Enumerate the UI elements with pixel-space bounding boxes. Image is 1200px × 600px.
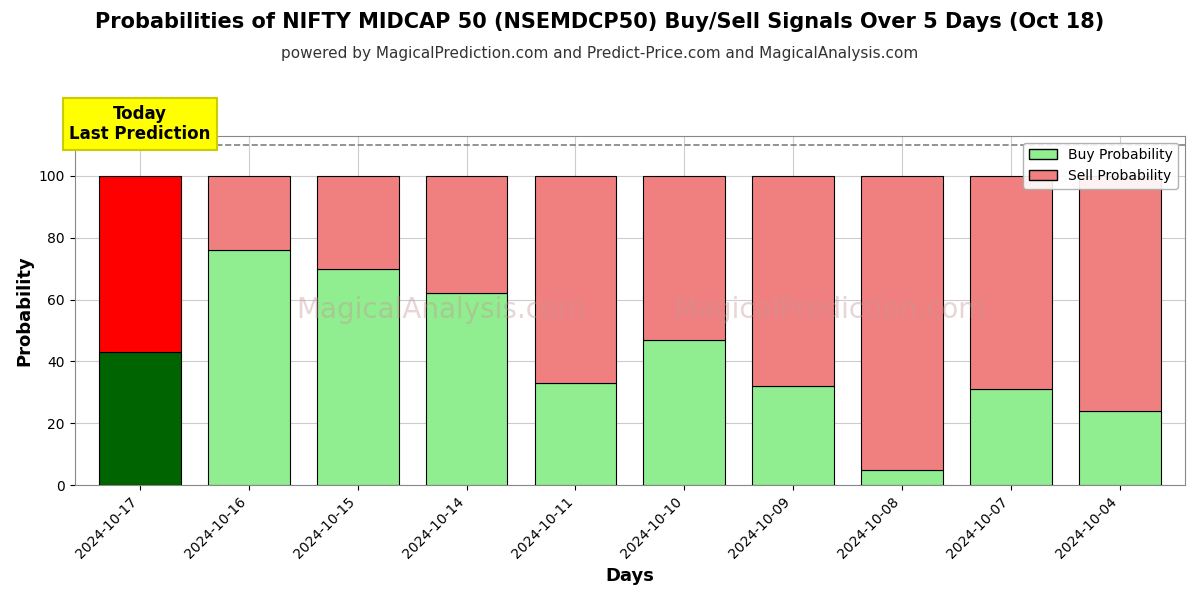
- Bar: [534, 383, 617, 485]
- Bar: [970, 176, 1051, 389]
- Bar: [426, 293, 508, 485]
- X-axis label: Days: Days: [605, 567, 654, 585]
- Legend: Buy Probability, Sell Probability: Buy Probability, Sell Probability: [1024, 143, 1178, 188]
- Text: powered by MagicalPrediction.com and Predict-Price.com and MagicalAnalysis.com: powered by MagicalPrediction.com and Pre…: [281, 46, 919, 61]
- Y-axis label: Probability: Probability: [16, 255, 34, 366]
- Text: MagicalAnalysis.com: MagicalAnalysis.com: [296, 296, 586, 325]
- Bar: [208, 250, 289, 485]
- Bar: [534, 176, 617, 383]
- Bar: [317, 176, 398, 269]
- Text: MagicalPrediction.com: MagicalPrediction.com: [673, 296, 986, 325]
- Bar: [1079, 176, 1160, 411]
- Text: Today
Last Prediction: Today Last Prediction: [70, 104, 211, 143]
- Bar: [1079, 411, 1160, 485]
- Bar: [752, 176, 834, 386]
- Bar: [208, 176, 289, 250]
- Text: Probabilities of NIFTY MIDCAP 50 (NSEMDCP50) Buy/Sell Signals Over 5 Days (Oct 1: Probabilities of NIFTY MIDCAP 50 (NSEMDC…: [95, 12, 1105, 32]
- Bar: [426, 176, 508, 293]
- Bar: [317, 269, 398, 485]
- Bar: [100, 352, 181, 485]
- Bar: [862, 176, 943, 470]
- Bar: [752, 386, 834, 485]
- Bar: [862, 470, 943, 485]
- Bar: [100, 176, 181, 352]
- Bar: [643, 340, 725, 485]
- Bar: [643, 176, 725, 340]
- Bar: [970, 389, 1051, 485]
